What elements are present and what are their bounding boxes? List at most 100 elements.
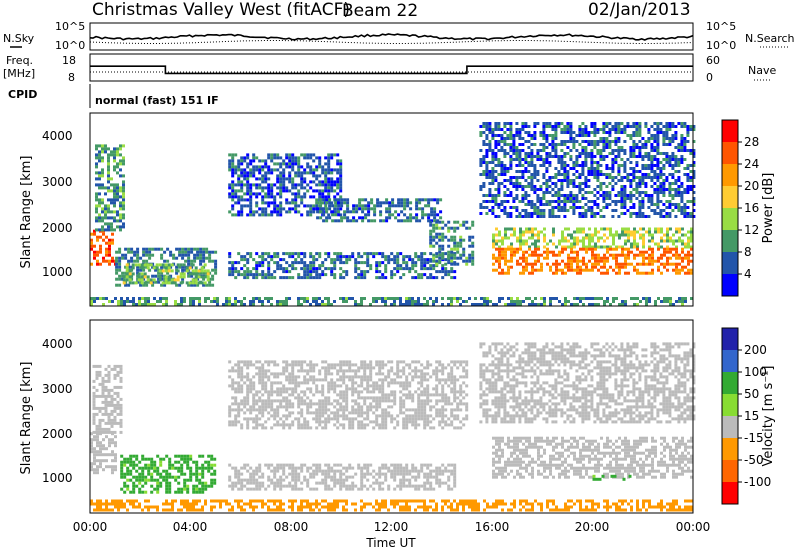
scatter-cell: [246, 180, 250, 184]
scatter-cell: [390, 276, 394, 280]
scatter-cell: [285, 162, 289, 166]
scatter-cell: [294, 156, 298, 160]
scatter-cell: [494, 203, 498, 206]
scatter-cell: [285, 360, 289, 364]
scatter-cell: [462, 220, 466, 224]
scatter-cell: [603, 259, 606, 263]
scatter-cell: [596, 185, 600, 188]
scatter-cell: [366, 270, 370, 274]
scatter-cell: [537, 303, 540, 306]
scatter-cell: [95, 406, 99, 410]
scatter-cell: [339, 252, 343, 256]
scatter-cell: [366, 264, 370, 268]
scatter-cell: [113, 186, 116, 190]
scatter-cell: [107, 165, 110, 169]
scatter-cell: [98, 427, 102, 431]
scatter-cell: [111, 441, 114, 445]
scatter-cell: [585, 233, 588, 237]
scatter-cell: [141, 466, 145, 470]
scatter-cell: [125, 275, 129, 279]
scatter-cell: [321, 393, 325, 397]
scatter-cell: [189, 472, 193, 476]
scatter-cell: [309, 195, 313, 199]
scatter-cell: [498, 230, 501, 234]
scatter-cell: [497, 206, 501, 209]
scatter-cell: [638, 149, 642, 152]
scatter-cell: [659, 191, 663, 194]
scatter-cell: [692, 164, 696, 167]
scatter-cell: [500, 149, 504, 152]
scatter-cell: [279, 180, 283, 184]
scatter-cell: [509, 161, 513, 164]
scatter-cell: [564, 245, 567, 249]
scatter-cell: [524, 170, 528, 173]
scatter-cell: [150, 490, 154, 494]
scatter-cell: [312, 159, 316, 163]
scatter-cell: [138, 487, 142, 491]
scatter-cell: [234, 300, 237, 303]
scatter-cell: [423, 252, 427, 256]
scatter-cell: [376, 198, 380, 202]
scatter-cell: [141, 303, 144, 306]
scatter-cell: [129, 463, 133, 467]
scatter-cell: [519, 227, 522, 231]
scatter-cell: [491, 137, 495, 140]
scatter-cell: [491, 134, 495, 137]
scatter-cell: [573, 268, 576, 272]
scatter-cell: [154, 247, 158, 251]
scatter-cell: [324, 258, 328, 262]
scatter-cell: [116, 225, 119, 229]
scatter-cell: [303, 261, 307, 265]
scatter-cell: [246, 186, 250, 190]
scatter-cell: [566, 152, 570, 155]
scatter-cell: [624, 230, 627, 234]
scatter-cell: [188, 272, 192, 276]
scatter-cell: [276, 390, 280, 394]
scatter-cell: [312, 174, 316, 178]
scatter-cell: [566, 146, 570, 149]
scatter-cell: [312, 264, 316, 268]
scatter-cell: [249, 273, 253, 277]
scatter-cell: [633, 265, 636, 269]
scatter-cell: [169, 250, 173, 254]
scatter-cell: [309, 171, 313, 175]
scatter-cell: [671, 173, 675, 176]
scatter-cell: [522, 265, 525, 269]
scatter-cell: [554, 191, 558, 194]
scatter-cell: [668, 137, 672, 140]
scatter-cell: [333, 258, 337, 262]
scatter-cell: [159, 300, 162, 303]
scatter-cell: [609, 303, 612, 306]
scatter-cell: [276, 363, 280, 367]
scatter-cell: [418, 198, 422, 202]
scatter-cell: [315, 183, 319, 187]
scatter-cell: [653, 209, 657, 212]
scatter-cell: [569, 200, 573, 203]
scatter-cell: [570, 236, 573, 240]
scatter-cell: [352, 210, 356, 214]
scatter-cell: [668, 128, 672, 131]
scatter-cell: [361, 198, 365, 202]
scatter-cell: [95, 412, 99, 416]
scatter-cell: [267, 264, 271, 268]
scatter-cell: [524, 209, 528, 212]
scatter-cell: [497, 122, 501, 125]
scatter-cell: [594, 245, 597, 249]
scatter-cell: [306, 402, 310, 406]
scatter-cell: [213, 457, 217, 461]
scatter-cell: [584, 149, 588, 152]
scatter-cell: [509, 149, 513, 152]
scatter-cell: [240, 174, 244, 178]
scatter-cell: [581, 173, 585, 176]
scatter-cell: [503, 194, 507, 197]
scatter-cell: [354, 264, 358, 268]
scatter-cell: [533, 206, 537, 209]
scatter-cell: [168, 487, 172, 491]
scatter-cell: [95, 427, 99, 431]
scatter-cell: [204, 297, 207, 300]
scatter-cell: [551, 200, 555, 203]
scatter-cell: [342, 300, 345, 303]
scatter-cell: [261, 300, 264, 303]
scatter-cell: [662, 125, 666, 128]
scatter-cell: [611, 200, 615, 203]
